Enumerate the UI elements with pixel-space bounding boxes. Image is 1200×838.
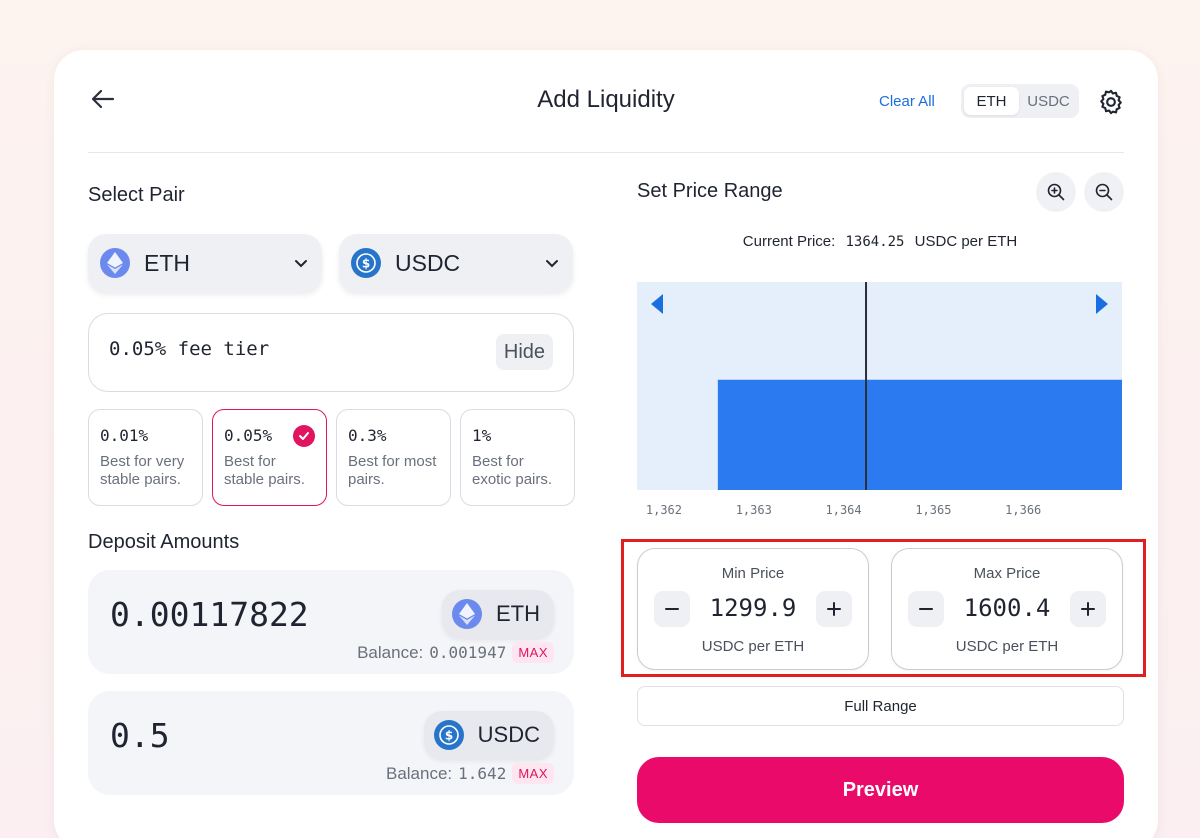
min-price-increment[interactable] xyxy=(816,591,852,627)
fee-tier-option[interactable]: 0.01% Best for very stable pairs. xyxy=(88,409,203,506)
liquidity-bar xyxy=(717,379,1122,490)
current-price: Current Price: 1364.25 USDC per ETH xyxy=(637,233,1123,250)
token-a-name: ETH xyxy=(144,249,190,276)
plus-icon xyxy=(827,602,841,616)
zoom-in-icon xyxy=(1047,183,1065,201)
min-price-label: Min Price xyxy=(721,565,785,582)
zoom-in-button[interactable] xyxy=(1036,172,1076,212)
x-tick-label: 1,362 xyxy=(645,503,682,517)
header-divider xyxy=(88,152,1124,153)
hide-button[interactable]: Hide xyxy=(496,334,553,370)
check-icon xyxy=(293,425,315,447)
eth-balance: Balance: 0.001947 MAX xyxy=(357,642,554,663)
x-tick-label: 1,366 xyxy=(1005,503,1042,517)
max-button[interactable]: MAX xyxy=(512,642,554,663)
eth-balance-value: 0.001947 xyxy=(429,643,507,662)
chevron-down-icon xyxy=(295,260,307,268)
chevron-down-icon xyxy=(546,260,558,268)
min-price-box: Min Price 1299.9 USDC per ETH xyxy=(637,548,869,670)
svg-text:$: $ xyxy=(362,257,370,271)
token-toggle: ETH USDC xyxy=(961,84,1079,118)
fee-tier-pct: 1% xyxy=(472,426,492,445)
svg-text:$: $ xyxy=(444,729,452,743)
fee-tier-pct: 0.01% xyxy=(100,426,149,445)
usdc-balance-value: 1.642 xyxy=(458,764,507,783)
toggle-usdc[interactable]: USDC xyxy=(1027,92,1070,110)
eth-token-name: ETH xyxy=(496,601,540,626)
max-button[interactable]: MAX xyxy=(512,763,554,784)
current-price-unit: USDC per ETH xyxy=(914,233,1018,250)
eth-amount-input[interactable]: 0.00117822 xyxy=(110,595,309,634)
min-price-decrement[interactable] xyxy=(654,591,690,627)
eth-token-pill: ETH xyxy=(442,590,554,638)
preview-button[interactable]: Preview xyxy=(637,757,1124,823)
gear-icon[interactable] xyxy=(1097,88,1125,116)
fee-tier-option-selected[interactable]: 0.05% Best for stable pairs. xyxy=(212,409,327,506)
current-price-label: Current Price: xyxy=(742,233,836,250)
zoom-out-icon xyxy=(1095,183,1113,201)
fee-tier-desc: Best for very stable pairs. xyxy=(100,453,185,488)
token-b-select[interactable]: $ USDC xyxy=(339,234,573,292)
max-price-input[interactable]: 1600.4 xyxy=(963,594,1051,622)
fee-tier-pct: 0.05% xyxy=(224,426,273,445)
zoom-out-button[interactable] xyxy=(1084,172,1124,212)
min-price-input[interactable]: 1299.9 xyxy=(709,594,797,622)
usdc-icon: $ xyxy=(433,720,464,750)
range-handle-right-icon[interactable] xyxy=(1096,294,1108,314)
usdc-token-pill: $ USDC xyxy=(423,711,554,759)
toggle-eth[interactable]: ETH xyxy=(964,87,1019,115)
fee-tier-desc: Best for stable pairs. xyxy=(224,453,305,488)
usdc-balance: Balance: 1.642 MAX xyxy=(386,763,554,784)
full-range-button[interactable]: Full Range xyxy=(637,686,1124,726)
minus-icon xyxy=(665,608,679,610)
fee-tier-label: 0.05% fee tier xyxy=(109,338,270,360)
x-tick-label: 1,363 xyxy=(735,503,772,517)
range-handle-left-icon[interactable] xyxy=(651,294,663,314)
usdc-icon: $ xyxy=(351,248,381,278)
max-price-increment[interactable] xyxy=(1070,591,1106,627)
arrow-left-icon[interactable] xyxy=(88,84,118,114)
token-b-name: USDC xyxy=(395,249,461,276)
token-a-select[interactable]: ETH xyxy=(88,234,322,292)
deposit-eth-box: 0.00117822 ETH Balance: 0.001947 MAX xyxy=(88,570,574,674)
x-tick-label: 1,365 xyxy=(915,503,952,517)
max-price-box: Max Price 1600.4 USDC per ETH xyxy=(891,548,1123,670)
max-price-unit: USDC per ETH xyxy=(955,638,1059,655)
balance-label: Balance: xyxy=(357,642,424,662)
liquidity-chart[interactable] xyxy=(637,282,1122,490)
fee-tier-option[interactable]: 1% Best for exotic pairs. xyxy=(460,409,575,506)
fee-tier-option[interactable]: 0.3% Best for most pairs. xyxy=(336,409,451,506)
minus-icon xyxy=(919,608,933,610)
usdc-amount-input[interactable]: 0.5 xyxy=(110,716,170,755)
select-pair-title: Select Pair xyxy=(88,184,185,206)
clear-all-link[interactable]: Clear All xyxy=(879,93,935,110)
current-price-value: 1364.25 xyxy=(845,234,905,250)
min-price-unit: USDC per ETH xyxy=(701,638,805,655)
max-price-label: Max Price xyxy=(973,565,1041,582)
deposit-usdc-box: 0.5 $ USDC Balance: 1.642 MAX xyxy=(88,691,574,795)
set-price-range-title: Set Price Range xyxy=(637,180,783,202)
balance-label: Balance: xyxy=(385,763,453,783)
x-tick-label: 1,364 xyxy=(825,503,862,517)
eth-icon xyxy=(452,599,482,629)
eth-icon xyxy=(100,248,130,278)
price-range-highlight xyxy=(621,539,1146,677)
plus-icon xyxy=(1081,602,1095,616)
fee-tier-desc: Best for exotic pairs. xyxy=(472,453,553,488)
fee-tier-box: 0.05% fee tier Hide xyxy=(88,313,574,392)
deposit-amounts-title: Deposit Amounts xyxy=(88,531,240,553)
fee-tier-pct: 0.3% xyxy=(348,426,387,445)
usdc-token-name: USDC xyxy=(477,722,540,747)
max-price-decrement[interactable] xyxy=(908,591,944,627)
fee-tier-desc: Best for most pairs. xyxy=(348,453,437,488)
add-liquidity-card: Add Liquidity Clear All ETH USDC Select … xyxy=(54,50,1158,838)
